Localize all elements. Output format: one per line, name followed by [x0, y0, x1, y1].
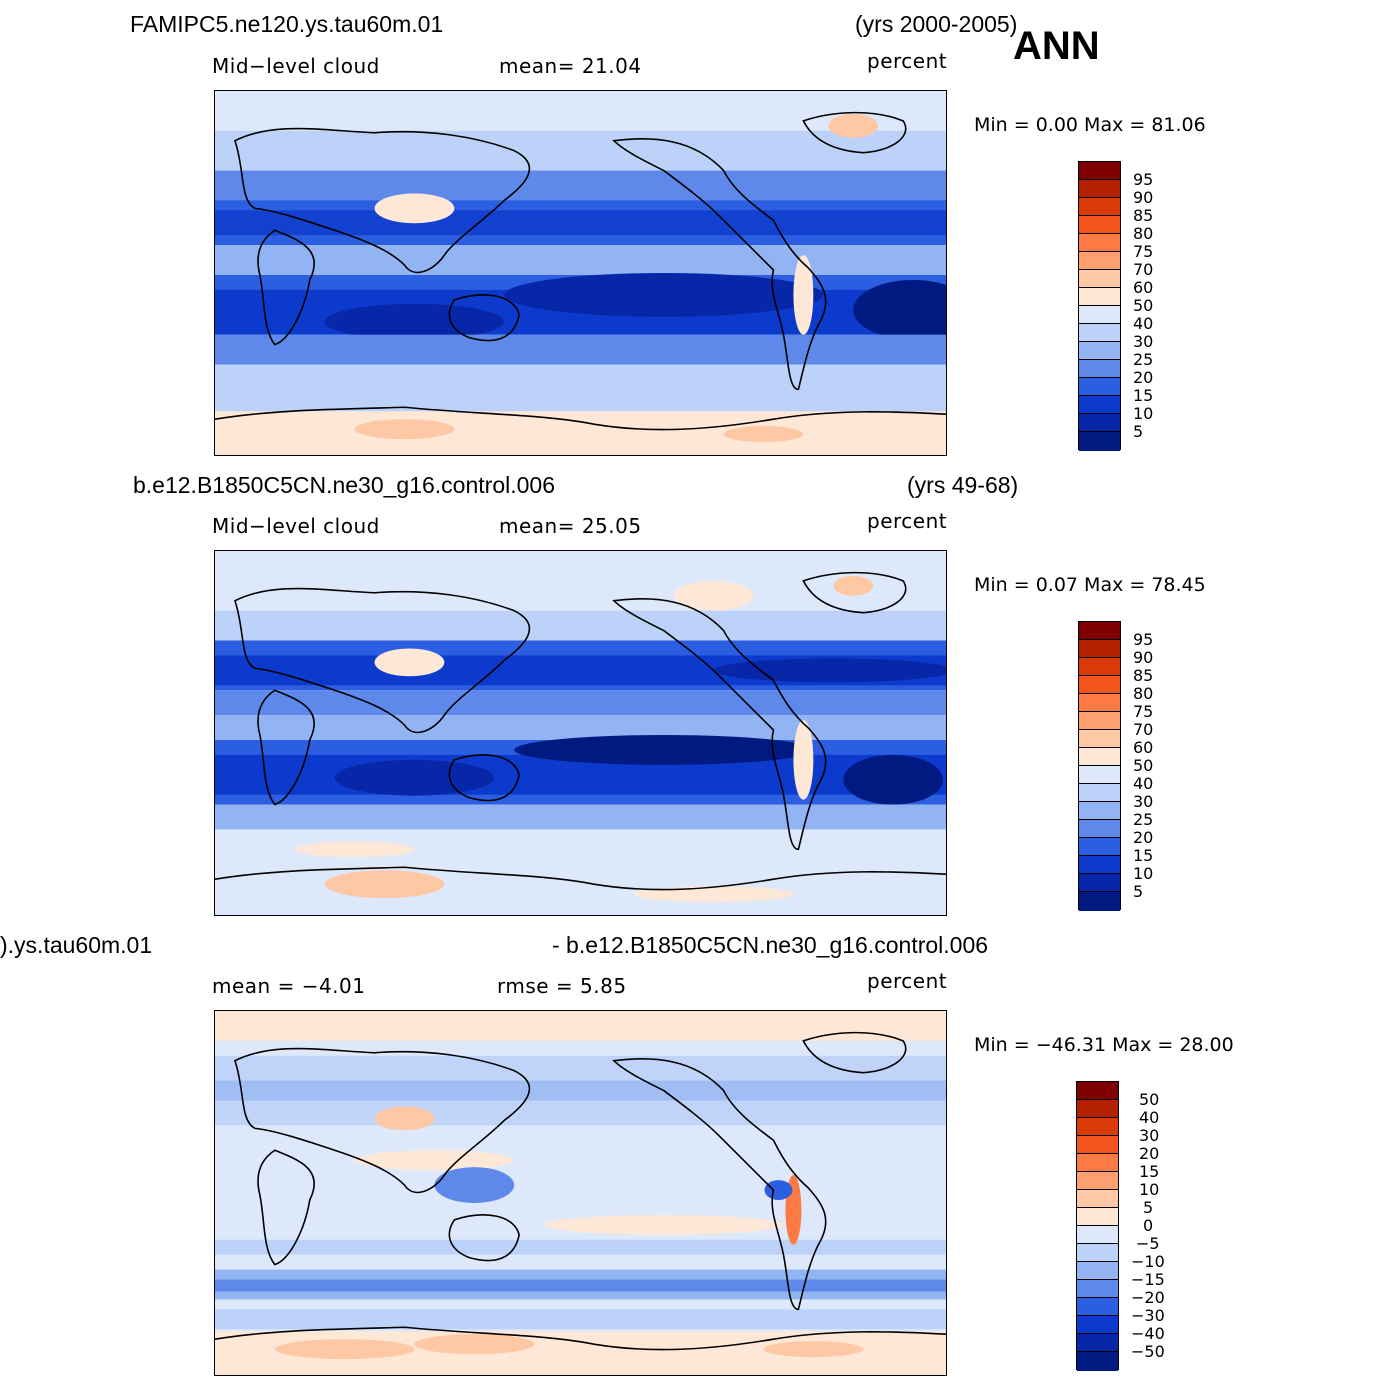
colorbar-tick-label: −20 [1131, 1288, 1165, 1307]
panel3-control-case: - b.e12.B1850C5CN.ne30_g16.control.006 [552, 932, 989, 958]
panel2-case-name: b.e12.B1850C5CN.ne30_g16.control.006 [133, 472, 555, 498]
panel3-mean: mean = −4.01 [212, 974, 366, 998]
colorbar-tick-label: −30 [1131, 1306, 1165, 1325]
panel1-units: percent [867, 49, 948, 73]
panel1-colorbar [1078, 161, 1121, 451]
panel1-mean: mean= 21.04 [499, 54, 642, 78]
panel2-variable: Mid−level cloud [212, 514, 380, 538]
colorbar-tick-label: 0 [1143, 1216, 1154, 1235]
colorbar-tick-label: 10 [1133, 864, 1154, 883]
colorbar-tick-label: 5 [1133, 422, 1144, 441]
colorbar-tick-label: 75 [1133, 242, 1154, 261]
panel2-map [214, 550, 947, 916]
panel2-minmax: Min = 0.07 Max = 78.45 [974, 574, 1206, 596]
colorbar-tick-label: 15 [1139, 1162, 1160, 1181]
panel2-mean: mean= 25.05 [499, 514, 642, 538]
colorbar-tick-label: 95 [1133, 630, 1154, 649]
colorbar-tick-label: 70 [1133, 260, 1154, 279]
panel1-map [214, 90, 947, 456]
colorbar-tick-label: 60 [1133, 278, 1154, 297]
colorbar-tick-label: 90 [1133, 188, 1154, 207]
colorbar-tick-label: 30 [1133, 332, 1154, 351]
colorbar-tick-label: 80 [1133, 684, 1154, 703]
colorbar-tick-label: −15 [1131, 1270, 1165, 1289]
colorbar-tick-label: 85 [1133, 666, 1154, 685]
colorbar-tick-label: 90 [1133, 648, 1154, 667]
colorbar-tick-label: 20 [1133, 368, 1154, 387]
panel1-years: (yrs 2000-2005) [855, 11, 1018, 37]
colorbar-tick-label: 40 [1133, 774, 1154, 793]
panel1-minmax: Min = 0.00 Max = 81.06 [974, 114, 1206, 136]
panel3-map [214, 1010, 947, 1376]
colorbar-tick-label: 60 [1133, 738, 1154, 757]
colorbar-tick-label: 20 [1139, 1144, 1160, 1163]
panel1-case-name: FAMIPC5.ne120.ys.tau60m.01 [130, 11, 444, 37]
colorbar-tick-label: 5 [1143, 1198, 1154, 1217]
colorbar-tick-label: 10 [1133, 404, 1154, 423]
colorbar-tick-label: 30 [1139, 1126, 1160, 1145]
colorbar-tick-label: 25 [1133, 810, 1154, 829]
panel3-colorbar [1076, 1081, 1119, 1371]
panel2-units: percent [867, 509, 948, 533]
colorbar-tick-label: 50 [1133, 756, 1154, 775]
colorbar-tick-label: 40 [1133, 314, 1154, 333]
panel3-rmse: rmse = 5.85 [497, 974, 627, 998]
panel3-case-name: ).ys.tau60m.01 [0, 932, 153, 958]
colorbar-tick-label: 10 [1139, 1180, 1160, 1199]
panel2-years: (yrs 49-68) [907, 472, 1019, 498]
colorbar-tick-label: −5 [1136, 1234, 1160, 1253]
colorbar-tick-label: 20 [1133, 828, 1154, 847]
colorbar-tick-label: 5 [1133, 882, 1144, 901]
colorbar-tick-label: 25 [1133, 350, 1154, 369]
colorbar-tick-label: 95 [1133, 170, 1154, 189]
colorbar-tick-label: 15 [1133, 846, 1154, 865]
colorbar-tick-label: 85 [1133, 206, 1154, 225]
panel3-minmax: Min = −46.31 Max = 28.00 [974, 1034, 1234, 1056]
panel1-variable: Mid−level cloud [212, 54, 380, 78]
panel2-colorbar [1078, 621, 1121, 911]
colorbar-tick-label: 75 [1133, 702, 1154, 721]
colorbar-tick-label: 70 [1133, 720, 1154, 739]
colorbar-tick-label: −50 [1131, 1342, 1165, 1361]
panel3-units: percent [867, 969, 948, 993]
colorbar-tick-label: 80 [1133, 224, 1154, 243]
colorbar-tick-label: −10 [1131, 1252, 1165, 1271]
colorbar-tick-label: 15 [1133, 386, 1154, 405]
colorbar-tick-label: −40 [1131, 1324, 1165, 1343]
colorbar-tick-label: 50 [1133, 296, 1154, 315]
season-label: ANN [1013, 24, 1100, 68]
colorbar-tick-label: 30 [1133, 792, 1154, 811]
colorbar-tick-label: 50 [1139, 1090, 1160, 1109]
colorbar-tick-label: 40 [1139, 1108, 1160, 1127]
